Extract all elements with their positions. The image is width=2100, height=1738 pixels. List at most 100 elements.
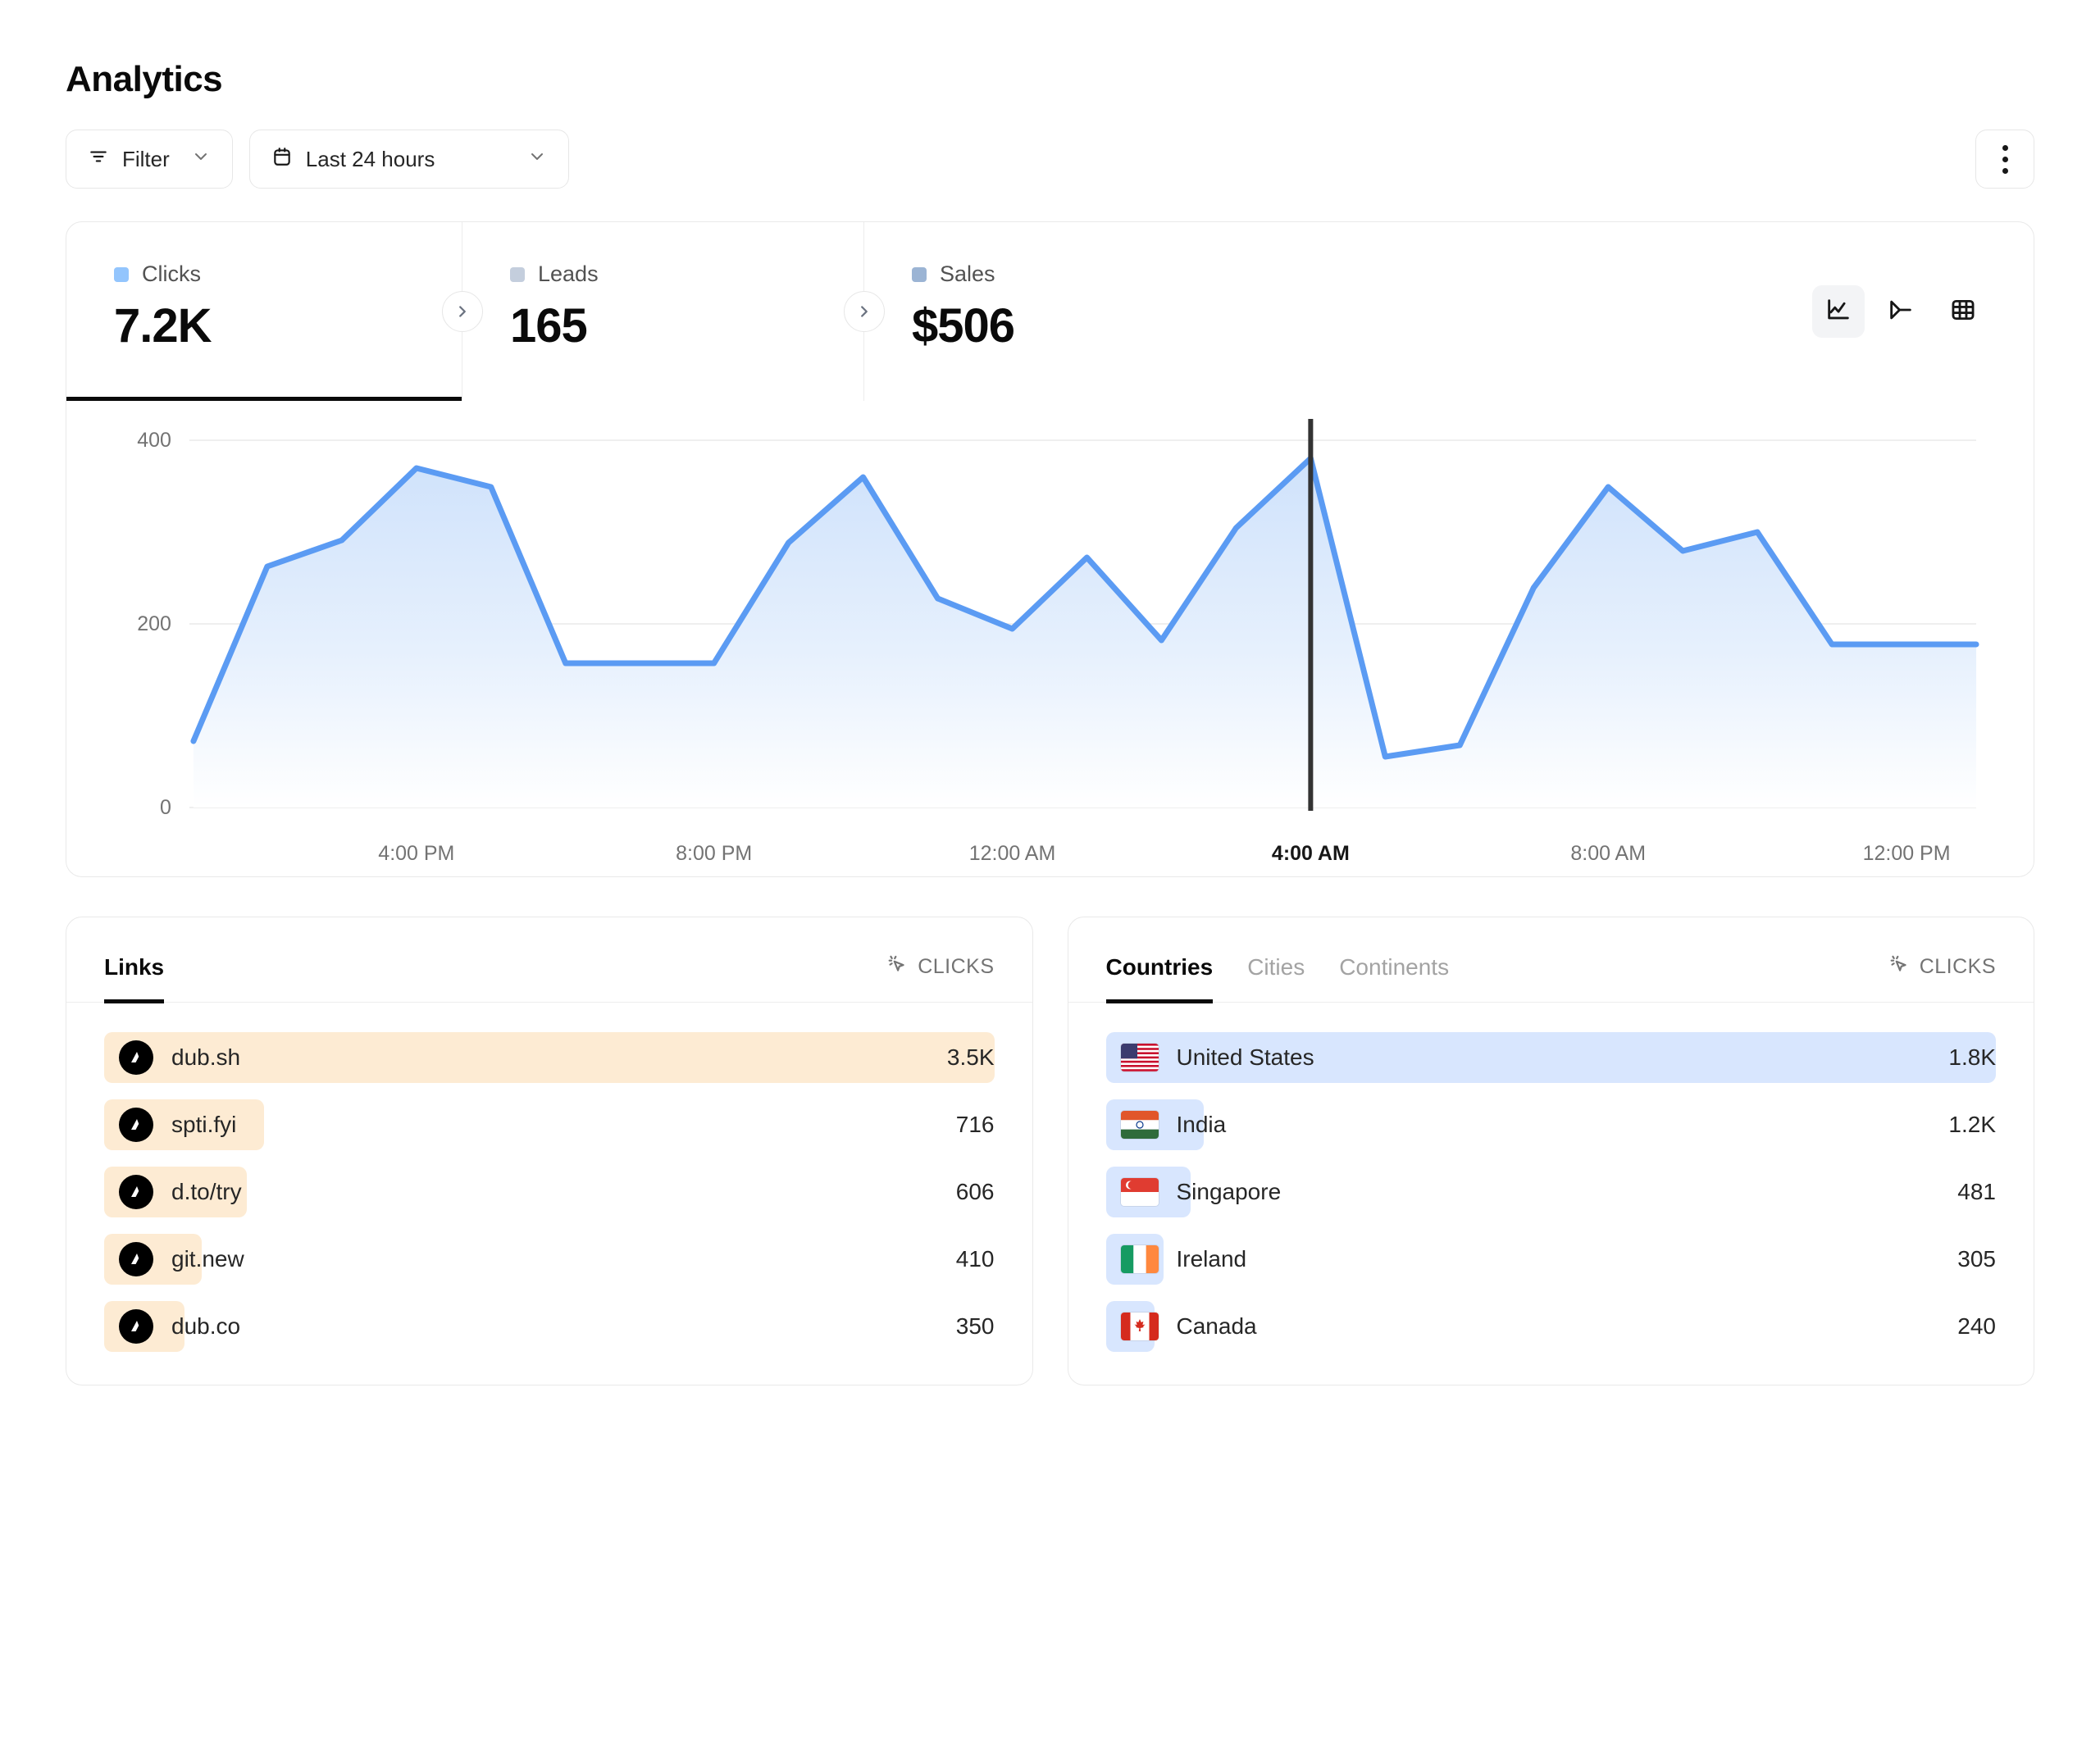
dub-logo-icon bbox=[119, 1108, 153, 1142]
more-vertical-icon bbox=[2002, 144, 2008, 151]
metric-value: $506 bbox=[912, 299, 1015, 353]
chart-area[interactable]: 400 200 0 4:00 PM 8:00 PM 12:00 AM 4:00 … bbox=[66, 401, 2034, 876]
dub-logo-icon bbox=[119, 1175, 153, 1209]
country-value: 1.8K bbox=[1948, 1044, 1996, 1070]
x-tick-label: 8:00 PM bbox=[676, 842, 752, 865]
link-label: dub.sh bbox=[171, 1044, 241, 1070]
country-value: 481 bbox=[1957, 1179, 1996, 1204]
country-value: 1.2K bbox=[1948, 1112, 1996, 1137]
flag-us-icon bbox=[1120, 1044, 1159, 1071]
links-panel-header: Links CLICKS bbox=[66, 917, 1032, 1003]
link-value: 606 bbox=[955, 1179, 995, 1204]
flag-sg-icon bbox=[1120, 1178, 1159, 1206]
list-item[interactable]: India 1.2K bbox=[1105, 1099, 1996, 1150]
mouse-pointer-click-icon bbox=[886, 953, 908, 980]
x-tick-label: 8:00 AM bbox=[1570, 842, 1646, 865]
link-label: spti.fyi bbox=[171, 1112, 237, 1137]
metric-value: 7.2K bbox=[114, 299, 212, 353]
metric-tab-leads[interactable]: Leads 165 bbox=[462, 222, 864, 401]
metric-tab-sales[interactable]: Sales $506 bbox=[864, 222, 2034, 401]
tab-continents[interactable]: Continents bbox=[1339, 954, 1450, 980]
countries-list: United States 1.8K bbox=[1068, 1003, 2034, 1385]
date-range-label: Last 24 hours bbox=[305, 146, 435, 171]
tab-cities[interactable]: Cities bbox=[1247, 954, 1305, 980]
mouse-pointer-click-icon bbox=[1888, 953, 1910, 980]
locations-panel-header: Countries Cities Continents CLICKS bbox=[1068, 917, 2034, 1003]
clicks-line bbox=[190, 455, 1979, 760]
leads-swatch bbox=[510, 266, 525, 282]
filter-label: Filter bbox=[122, 146, 170, 171]
link-label: dub.co bbox=[171, 1313, 241, 1339]
bottom-panels: Links CLICKS bbox=[66, 917, 2034, 1443]
row-bar bbox=[1105, 1032, 1996, 1083]
links-metric-label: CLICKS bbox=[918, 955, 995, 978]
country-label: India bbox=[1176, 1112, 1227, 1137]
calendar-icon bbox=[271, 146, 293, 173]
metric-separator-chevron[interactable] bbox=[442, 291, 483, 332]
dub-logo-icon bbox=[119, 1309, 153, 1344]
links-panel: Links CLICKS bbox=[66, 917, 1033, 1385]
metric-separator-chevron[interactable] bbox=[844, 291, 885, 332]
tab-links[interactable]: Links bbox=[104, 954, 165, 1003]
list-item[interactable]: dub.co 350 bbox=[104, 1301, 995, 1352]
links-metric-indicator: CLICKS bbox=[886, 953, 994, 1002]
funnel-view-button[interactable] bbox=[1875, 285, 1927, 338]
flag-ie-icon bbox=[1120, 1245, 1159, 1273]
country-label: Ireland bbox=[1176, 1246, 1247, 1272]
toolbar: Filter Last 24 hours bbox=[66, 130, 2034, 189]
grid-icon bbox=[1949, 296, 1977, 328]
locations-panel: Countries Cities Continents CLICKS bbox=[1067, 917, 2034, 1385]
clicks-swatch bbox=[114, 266, 129, 282]
metric-label: Sales bbox=[940, 262, 995, 286]
chevron-down-icon bbox=[527, 147, 547, 172]
country-value: 305 bbox=[1957, 1246, 1996, 1272]
y-tick-200: 200 bbox=[137, 612, 171, 635]
page-title: Analytics bbox=[66, 59, 223, 99]
more-vertical-icon bbox=[2002, 167, 2008, 174]
locations-metric-indicator: CLICKS bbox=[1888, 953, 1996, 1002]
locations-metric-label: CLICKS bbox=[1919, 955, 1996, 978]
link-value: 350 bbox=[955, 1313, 995, 1339]
list-item[interactable]: spti.fyi 716 bbox=[104, 1099, 995, 1150]
list-item[interactable]: Canada 240 bbox=[1105, 1301, 1996, 1352]
tab-countries[interactable]: Countries bbox=[1105, 954, 1213, 1003]
link-value: 716 bbox=[955, 1112, 995, 1137]
x-tick-label: 12:00 AM bbox=[969, 842, 1056, 865]
list-item[interactable]: Ireland 305 bbox=[1105, 1234, 1996, 1285]
list-item[interactable]: d.to/try 606 bbox=[104, 1167, 995, 1217]
table-view-button[interactable] bbox=[1937, 285, 1989, 338]
y-tick-0: 0 bbox=[160, 796, 171, 819]
link-label: git.new bbox=[171, 1246, 244, 1272]
analytics-card: Clicks 7.2K Leads 165 Sales $506 bbox=[66, 221, 2034, 877]
more-vertical-icon bbox=[2002, 156, 2008, 162]
link-label: d.to/try bbox=[171, 1179, 242, 1204]
clicks-area-chart[interactable]: 400 200 0 4:00 PM 8:00 PM 12:00 AM 4:00 … bbox=[66, 401, 2034, 876]
x-tick-label-active: 4:00 AM bbox=[1272, 842, 1350, 865]
list-item[interactable]: Singapore 481 bbox=[1105, 1167, 1996, 1217]
sales-swatch bbox=[912, 266, 927, 282]
y-tick-400: 400 bbox=[137, 429, 171, 452]
more-options-button[interactable] bbox=[1975, 130, 2034, 189]
list-item[interactable]: git.new 410 bbox=[104, 1234, 995, 1285]
metric-label: Leads bbox=[538, 262, 599, 286]
list-item[interactable]: United States 1.8K bbox=[1105, 1032, 1996, 1083]
dub-logo-icon bbox=[119, 1040, 153, 1075]
view-toggle-group bbox=[1812, 285, 1989, 338]
country-label: Singapore bbox=[1176, 1179, 1282, 1204]
list-item[interactable]: dub.sh 3.5K bbox=[104, 1032, 995, 1083]
metric-value: 165 bbox=[510, 299, 588, 353]
filter-icon bbox=[88, 146, 109, 173]
x-tick-label: 4:00 PM bbox=[378, 842, 454, 865]
filter-button[interactable]: Filter bbox=[66, 130, 233, 189]
metric-tab-clicks[interactable]: Clicks 7.2K bbox=[66, 222, 462, 401]
country-label: Canada bbox=[1176, 1313, 1257, 1339]
row-bar bbox=[104, 1032, 995, 1083]
country-label: United States bbox=[1176, 1044, 1314, 1070]
link-value: 3.5K bbox=[946, 1044, 995, 1070]
clicks-area-fill bbox=[193, 458, 1977, 808]
flag-in-icon bbox=[1120, 1111, 1159, 1139]
line-chart-view-button[interactable] bbox=[1812, 285, 1865, 338]
date-range-button[interactable]: Last 24 hours bbox=[248, 130, 569, 189]
metric-label: Clicks bbox=[142, 262, 201, 286]
country-value: 240 bbox=[1957, 1313, 1996, 1339]
